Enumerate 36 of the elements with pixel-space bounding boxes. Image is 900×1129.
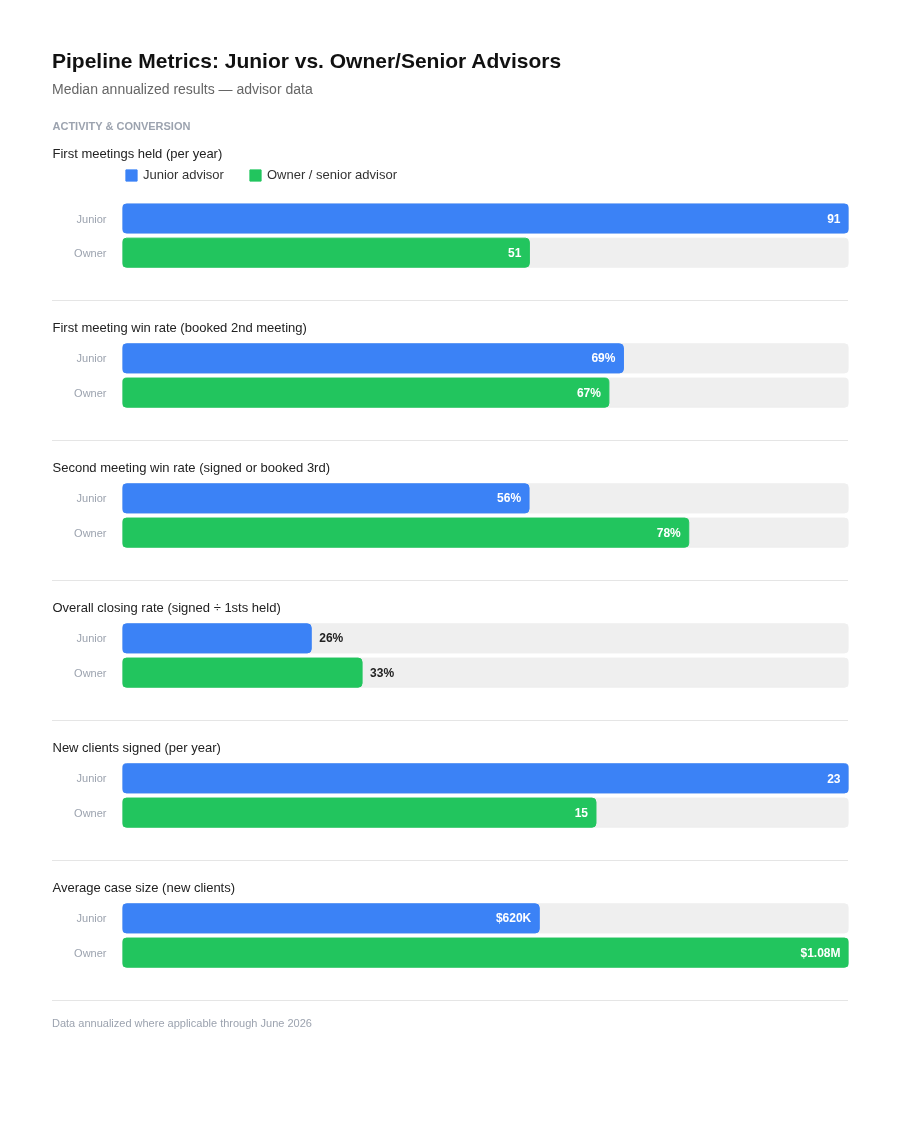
data-label: 56% (497, 491, 522, 506)
y-tick-label: Junior (76, 772, 107, 785)
legend-label: Junior advisor (143, 167, 224, 182)
chart-title: First meetings held (per year) (52, 145, 223, 161)
data-label: 91 (827, 212, 841, 226)
text: Data annualized where applicable through June 2026 (52, 1016, 312, 1031)
data-label: 78% (656, 525, 682, 540)
data-label: 15 (574, 806, 589, 821)
y-tick-label: Junior (76, 212, 107, 225)
data-label: $620K (495, 911, 532, 926)
y-tick-label: Owner (74, 946, 107, 959)
data-label: 33% (370, 665, 395, 680)
data-label: 26% (319, 631, 344, 646)
data-label: 23 (827, 771, 841, 786)
data-label: 67% (576, 385, 602, 400)
y-tick-label: Junior (76, 632, 107, 645)
y-tick-label: Owner (74, 666, 107, 679)
chart-title: New clients signed (per year) (52, 739, 221, 755)
y-tick-label: Owner (74, 806, 107, 819)
y-tick-label: Junior (76, 492, 107, 505)
text: Pipeline Metrics: Junior vs. Owner/Senior Advisors (52, 48, 562, 74)
legend-label: Owner / senior advisor (266, 167, 397, 182)
data-label: $1.08M (800, 945, 841, 960)
chart-title: Second meeting win rate (signed or booked 3rd) (52, 459, 330, 475)
data-label: 69% (591, 351, 616, 366)
y-tick-label: Owner (74, 386, 107, 399)
y-tick-label: Junior (76, 352, 107, 365)
data-label: 51 (508, 246, 522, 261)
text: Median annualized results — advisor data (52, 80, 313, 99)
y-tick-label: Owner (74, 526, 107, 539)
chart-title: Average case size (new clients) (52, 879, 236, 895)
chart-title: First meeting win rate (booked 2nd meeting) (52, 319, 307, 335)
text: ACTIVITY & CONVERSION (52, 119, 191, 132)
chart-title: Overall closing rate (signed ÷ 1sts held) (52, 599, 281, 615)
y-tick-label: Junior (76, 912, 107, 925)
y-tick-label: Owner (74, 246, 107, 259)
